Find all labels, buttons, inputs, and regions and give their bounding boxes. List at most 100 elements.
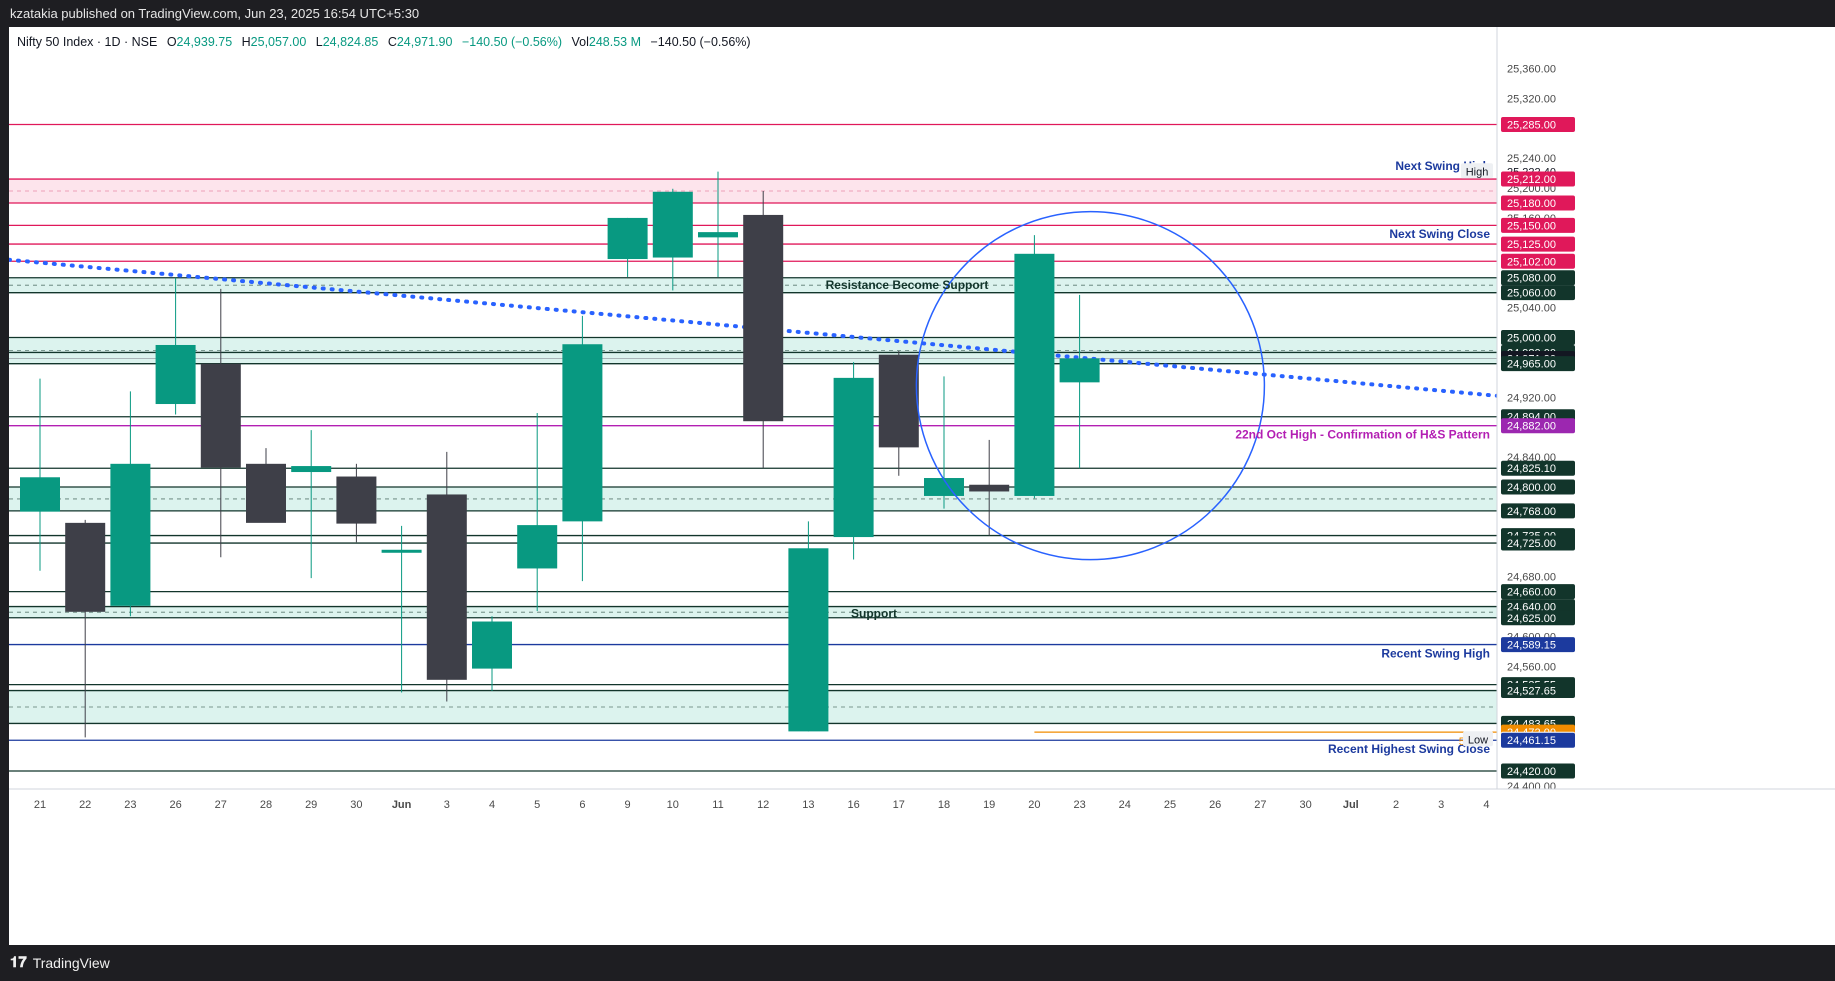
- annotation-label: Support: [851, 607, 897, 621]
- x-tick-label: 5: [534, 799, 540, 811]
- candle: [969, 439, 1010, 536]
- x-tick-label: 23: [1073, 799, 1085, 811]
- brand-label: TradingView: [32, 954, 110, 971]
- candle: [1014, 235, 1055, 499]
- price-tag-label: 25,125.00: [1507, 239, 1556, 251]
- price-tag-bg: [1501, 330, 1575, 346]
- low-tag-bg: [1463, 731, 1493, 747]
- x-tick-label: 13: [802, 799, 814, 811]
- candle: [200, 288, 241, 558]
- candle: [562, 315, 603, 582]
- candle: [20, 378, 60, 571]
- y-tick-label: 24,920.00: [1507, 392, 1556, 404]
- x-tick-label: 2: [1393, 799, 1399, 811]
- candle-body: [200, 363, 241, 468]
- legend-high-label: H: [241, 35, 251, 49]
- price-tag-label: 25,060.00: [1507, 288, 1556, 300]
- x-tick-label: 30: [1299, 799, 1311, 811]
- candle-body: [562, 344, 603, 522]
- candle: [65, 519, 106, 738]
- low-tag-label: Low: [1468, 734, 1488, 746]
- candle-body: [698, 232, 738, 238]
- candle-body: [924, 478, 964, 496]
- footer-bar: 𝟏𝟕 TradingView: [0, 945, 1835, 981]
- price-tag-label: 24,725.00: [1507, 538, 1556, 550]
- y-tick-label: 24,680.00: [1507, 572, 1556, 584]
- legend-volume-label: Vol: [571, 35, 589, 49]
- candle-body: [743, 214, 784, 422]
- candle-body: [291, 466, 332, 473]
- x-tick-label: 20: [1028, 799, 1040, 811]
- candle: [878, 350, 919, 476]
- candle: [336, 463, 377, 543]
- x-tick-label: 28: [260, 799, 272, 811]
- x-tick-label: 27: [1254, 799, 1266, 811]
- price-tag-bg: [1501, 683, 1575, 699]
- legend-open-label: O: [166, 35, 177, 49]
- symbol-legend: Nifty 50 Index · 1D · NSE O24,939.75 H25…: [17, 35, 751, 49]
- x-tick-label: 19: [983, 799, 995, 811]
- x-tick-label: 18: [938, 799, 950, 811]
- legend-high: 25,057.00: [250, 35, 307, 49]
- price-tag-bg: [1501, 195, 1575, 211]
- price-tag-bg: [1501, 637, 1575, 653]
- publisher-text: kzatakia published on TradingView.com, J…: [10, 6, 420, 21]
- y-tick-label: 25,360.00: [1507, 63, 1556, 75]
- candle: [472, 616, 512, 692]
- y-tick-label: 25,320.00: [1507, 93, 1556, 105]
- price-tag-bg: [1501, 732, 1575, 748]
- price-tag-label: 25,150.00: [1507, 220, 1556, 232]
- candle: [607, 217, 648, 277]
- price-tag-label: 24,527.65: [1507, 686, 1556, 698]
- legend-change-secondary: −140.50 (−0.56%): [650, 35, 751, 49]
- price-tag: 25,180.00: [1501, 195, 1575, 211]
- candle-body: [1014, 253, 1055, 496]
- publisher-bar: kzatakia published on TradingView.com, J…: [0, 0, 1835, 27]
- price-tag-bg: [1501, 116, 1575, 132]
- x-tick-label: 26: [169, 799, 181, 811]
- candle-body: [517, 525, 558, 569]
- x-tick-label: 21: [34, 799, 46, 811]
- chart-area[interactable]: Next Swing High Next Swing Close Resistanc…: [7, 27, 1835, 945]
- price-tag: 24,825.10: [1501, 460, 1575, 476]
- price-tag-bg: [1501, 253, 1575, 269]
- price-tag-bg: [1501, 763, 1575, 779]
- highlight-circle: [915, 210, 1266, 561]
- candle: [1059, 294, 1100, 469]
- price-tag: 24,800.00: [1501, 479, 1575, 495]
- legend-low: 24,824.85: [322, 35, 379, 49]
- x-tick-label: 23: [124, 799, 136, 811]
- candle-body: [472, 621, 512, 669]
- legend-symbol[interactable]: Nifty 50 Index · 1D · NSE: [17, 35, 158, 49]
- price-tag: 25,212.00: [1501, 171, 1575, 187]
- price-tag: 24,461.15: [1501, 732, 1575, 748]
- price-tag: 24,965.00: [1501, 356, 1575, 372]
- y-tick-label: 25,040.00: [1507, 303, 1556, 315]
- x-tick-label: 26: [1209, 799, 1221, 811]
- price-tag-label: 25,212.00: [1507, 174, 1556, 186]
- y-tick-label: 25,240.00: [1507, 153, 1556, 165]
- candle-body: [788, 548, 829, 732]
- candle: [924, 376, 964, 509]
- candle-body: [381, 549, 422, 553]
- price-tag-bg: [1501, 460, 1575, 476]
- price-tag: 24,589.15: [1501, 637, 1575, 653]
- price-tag-label: 24,825.10: [1507, 463, 1556, 475]
- legend-close: 24,971.90: [396, 35, 453, 49]
- price-tag-label: 24,625.00: [1507, 613, 1556, 625]
- price-tag: 24,725.00: [1501, 535, 1575, 551]
- candle-body: [20, 477, 60, 512]
- legend-low-label: L: [315, 35, 323, 49]
- high-tag-label: High: [1466, 166, 1489, 178]
- price-tag-label: 25,180.00: [1507, 198, 1556, 210]
- candle: [517, 412, 558, 612]
- price-tag-label: 24,882.00: [1507, 421, 1556, 433]
- candle: [291, 430, 332, 579]
- tradingview-brand[interactable]: 𝟏𝟕 TradingView: [10, 954, 110, 971]
- price-tag-label: 24,660.00: [1507, 587, 1556, 599]
- annotation-label: Resistance Become Support: [826, 278, 989, 292]
- annotation-label: 22nd Oct High - Confirmation of H&S Patt…: [1235, 428, 1490, 442]
- price-tag: 24,882.00: [1501, 418, 1575, 434]
- candle: [833, 362, 874, 560]
